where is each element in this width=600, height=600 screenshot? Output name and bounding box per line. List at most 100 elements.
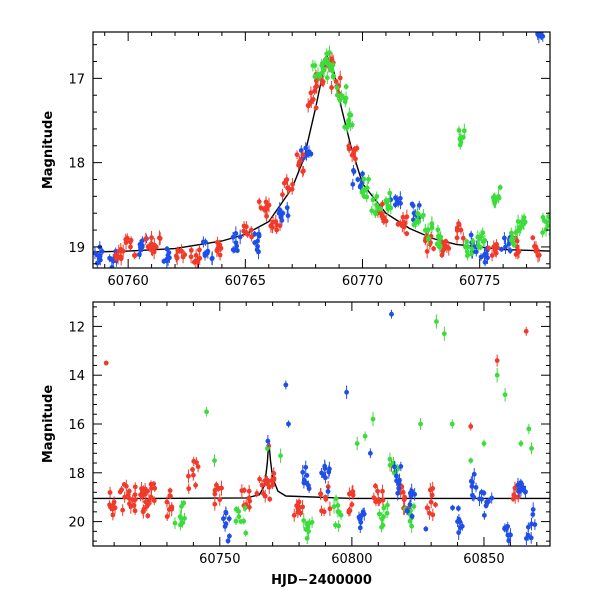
data-point [120,248,126,254]
data-point-red [494,358,500,363]
data-point [169,504,175,510]
data-point [325,489,331,494]
data-point-green [362,433,368,439]
y-tick-label: 16 [68,418,85,433]
data-point [308,99,314,105]
data-point [510,496,516,502]
x-tick-label: 60770 [342,274,383,289]
data-point [360,509,366,515]
data-point [123,236,129,242]
data-point [167,488,173,494]
data-point [193,482,199,488]
data-point [455,505,461,511]
data-point [475,234,481,240]
x-tick-label: 60760 [107,274,148,289]
data-point [540,230,546,235]
data-point [215,486,221,491]
data-point [141,506,147,512]
data-point [344,124,350,130]
data-point [411,504,417,509]
data-point [362,188,367,193]
data-point-red [458,227,464,233]
data-point [407,490,413,496]
data-point-red [259,482,265,488]
data-point [534,21,539,26]
data-point [127,239,133,245]
data-point-green [441,331,447,337]
data-point [460,235,466,241]
data-point [284,205,290,211]
data-point [225,538,231,544]
data-point [381,505,387,511]
series-blue [221,309,538,546]
data-point [137,252,142,257]
data-point [499,246,504,252]
data-point [506,538,512,544]
data-point [435,227,441,233]
data-point [249,234,255,240]
data-point [535,32,541,37]
data-point [230,234,236,240]
data-point [172,520,178,526]
data-point [234,243,240,249]
data-point [318,491,324,497]
data-point-green [494,372,500,378]
data-point [146,497,152,503]
data-point [324,75,330,81]
data-point [256,199,262,205]
data-point-blue [389,311,394,317]
data-point [212,491,218,497]
data-point [346,146,352,152]
data-point [266,202,272,208]
data-point [94,260,100,266]
x-tick-label: 60765 [225,274,266,289]
data-point-blue [265,438,271,444]
data-point [457,519,463,525]
data-point [321,67,327,73]
data-point [395,200,401,206]
data-point [357,525,363,531]
data-point [304,535,310,541]
data-point-green [212,458,217,463]
data-point [212,501,218,507]
data-point [337,97,343,103]
data-point [179,504,184,509]
data-point [241,487,247,493]
data-point [384,510,390,516]
data-point [322,463,328,469]
data-point [291,512,297,518]
data-point [424,505,430,511]
data-point [456,530,462,535]
data-point [413,220,418,226]
data-point [284,177,290,182]
data-point [297,158,303,164]
data-point [507,248,513,254]
data-point-red [349,502,355,507]
data-point [508,532,513,538]
data-point [354,145,360,151]
data-point [385,502,390,508]
data-point [294,152,300,158]
data-point [434,241,440,247]
data-point [202,253,208,259]
data-point [237,234,243,240]
data-point [490,195,496,200]
data-point [360,171,365,177]
data-point [483,503,489,509]
data-point [491,244,497,250]
data-point [348,112,354,118]
data-point [528,535,534,541]
data-point [483,251,489,257]
data-point [264,206,270,212]
data-point [321,473,327,479]
data-point [197,255,203,261]
data-point [394,196,399,202]
series-green [310,45,550,261]
data-point [481,512,487,518]
data-point [151,498,157,504]
data-point [450,505,455,511]
data-point [516,249,522,254]
data-point [132,484,138,490]
data-point [276,210,282,216]
data-point [482,238,488,243]
